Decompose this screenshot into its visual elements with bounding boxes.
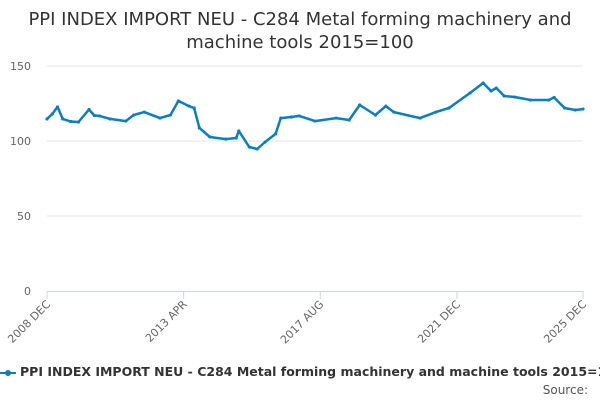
x-tick-label: 2008 DEC [5, 298, 53, 346]
data-point [392, 110, 396, 114]
data-point [434, 110, 438, 114]
y-tick-label: 150 [10, 60, 31, 73]
data-point [97, 114, 102, 118]
data-point [481, 81, 485, 85]
data-point [528, 98, 533, 102]
data-point [334, 116, 338, 120]
data-point [489, 89, 493, 93]
x-tick-label: 2013 APR [143, 298, 190, 345]
data-point [187, 104, 191, 108]
data-point [168, 113, 173, 117]
data-point [289, 115, 293, 119]
data-point [468, 91, 472, 95]
data-point [69, 119, 73, 124]
data-point [197, 126, 201, 130]
data-point [513, 95, 517, 99]
data-point [502, 94, 506, 98]
series-line [46, 81, 584, 151]
y-tick-label: 0 [24, 285, 31, 298]
data-point [297, 114, 301, 118]
data-point [279, 116, 283, 120]
data-point [494, 86, 498, 90]
data-point [87, 107, 91, 112]
y-tick-label: 100 [10, 135, 31, 148]
x-tick-label: 2017 AUG [278, 298, 327, 347]
data-point [255, 147, 259, 151]
data-point [263, 140, 267, 144]
data-point [573, 108, 577, 112]
data-point [132, 113, 136, 117]
data-point [142, 110, 146, 114]
data-point [547, 98, 551, 102]
data-point [208, 135, 212, 139]
data-point [61, 117, 65, 121]
data-point [418, 116, 422, 120]
data-point [124, 119, 128, 123]
data-point [158, 116, 162, 120]
data-point [313, 119, 317, 123]
data-point [237, 129, 241, 133]
x-tick-label: 2025 DEC [541, 298, 589, 346]
data-point [76, 120, 81, 124]
source-label: Source: [542, 383, 588, 397]
data-point [358, 103, 362, 107]
x-tick-label: 2021 DEC [415, 298, 463, 346]
data-point [552, 95, 556, 100]
y-tick-label: 50 [17, 210, 31, 223]
data-point [45, 117, 49, 121]
data-point [447, 106, 451, 110]
data-point [176, 99, 180, 103]
data-point [234, 136, 238, 140]
chart-title: PPI INDEX IMPORT NEU - C284 Metal formin… [28, 9, 572, 53]
data-point [563, 106, 567, 110]
data-point [224, 137, 228, 141]
data-point [384, 104, 388, 108]
data-point [247, 145, 251, 149]
data-point [581, 107, 585, 111]
data-point [55, 105, 60, 109]
data-point [92, 113, 96, 118]
data-point [373, 113, 378, 117]
data-point [50, 112, 54, 116]
legend-label: PPI INDEX IMPORT NEU - C284 Metal formin… [20, 364, 600, 379]
data-point [108, 117, 112, 121]
data-point [273, 132, 278, 136]
data-point [192, 106, 196, 110]
legend-line-marker-icon [0, 368, 16, 378]
legend[interactable]: PPI INDEX IMPORT NEU - C284 Metal formin… [0, 364, 600, 379]
data-point [347, 118, 351, 122]
